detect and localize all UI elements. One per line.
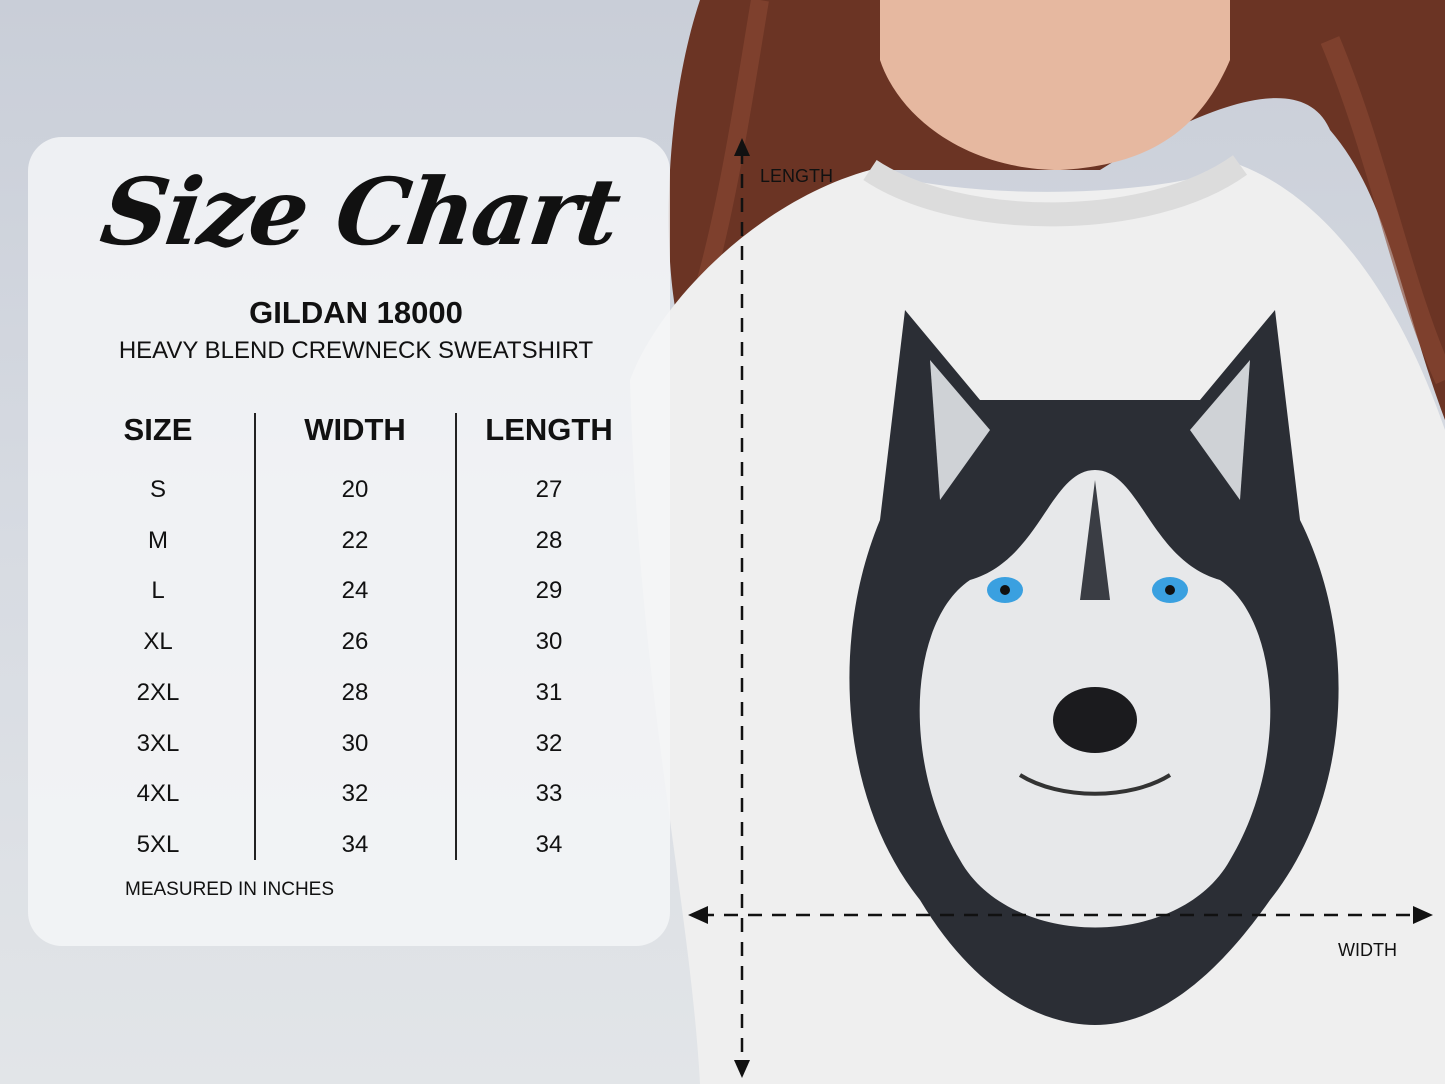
table-cell-width: 28 [341, 678, 369, 706]
table-cell-length: 27 [535, 476, 563, 503]
arrow-right-icon [1413, 906, 1433, 924]
table-cell-size: 2XL [136, 678, 180, 706]
header-length: LENGTH [485, 412, 613, 447]
header-size: SIZE [123, 412, 193, 447]
table-cell-width: 24 [341, 577, 369, 605]
size-chart-panel [28, 137, 670, 946]
arrow-left-icon [688, 906, 708, 924]
column-divider [254, 413, 256, 860]
chart-title: Size Chart [94, 158, 626, 266]
table-cell-size: M [148, 526, 168, 554]
neck [880, 0, 1230, 170]
product-model: GILDAN 18000 [249, 295, 463, 330]
header-width: WIDTH [304, 412, 406, 447]
hair [668, 0, 1445, 420]
table-cell-length: 29 [535, 577, 563, 605]
table-cell-size: S [149, 476, 166, 503]
husky-illustration [849, 310, 1339, 1025]
table-cell-size: 5XL [136, 830, 180, 858]
arrow-down-icon [734, 1060, 750, 1078]
table-cell-length: 30 [535, 628, 563, 656]
table-cell-width: 34 [341, 830, 369, 858]
nose [1053, 687, 1137, 753]
table-cell-size: 3XL [136, 729, 180, 757]
table-cell-width: 32 [341, 780, 369, 808]
column-divider [455, 413, 457, 860]
table-cell-width: 26 [341, 628, 369, 656]
table-cell-length: 28 [535, 526, 563, 554]
table-cell-length: 31 [535, 678, 563, 706]
table-cell-length: 32 [535, 729, 563, 757]
table-cell-width: 22 [341, 526, 369, 554]
length-label: LENGTH [760, 166, 834, 186]
width-label: WIDTH [1338, 940, 1397, 960]
table-cell-width: 30 [341, 729, 369, 757]
table-cell-size: XL [143, 628, 173, 656]
measurement-note: MEASURED IN INCHES [125, 879, 335, 900]
table-cell-size: L [151, 577, 165, 605]
table-cell-size: 4XL [136, 780, 180, 808]
table-cell-length: 33 [535, 780, 563, 808]
arrow-up-icon [734, 138, 750, 156]
table-cell-width: 20 [341, 476, 369, 503]
product-description: HEAVY BLEND CREWNECK SWEATSHIRT [118, 337, 594, 364]
table-cell-length: 34 [535, 830, 563, 858]
